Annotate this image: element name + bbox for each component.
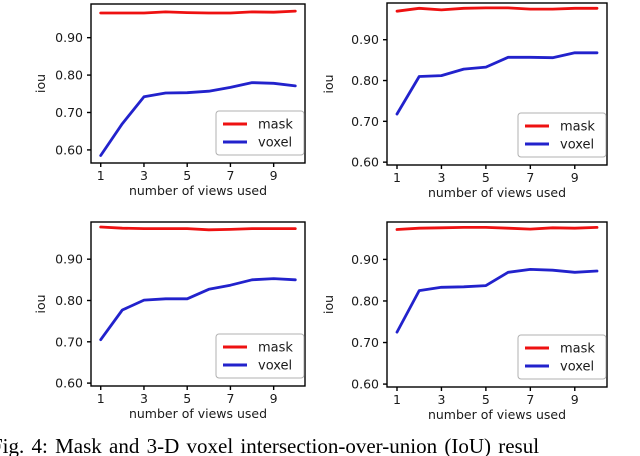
y-axis-label: iou bbox=[33, 294, 48, 313]
mask-line bbox=[99, 9, 297, 15]
legend-label-mask: mask bbox=[258, 341, 293, 356]
x-tick-label: 1 bbox=[393, 170, 401, 185]
y-tick-label: 0.80 bbox=[55, 293, 83, 308]
legend-box bbox=[215, 333, 305, 379]
chart-canvas-bottom-left: 0.60 0.70 0.80 0.90 1 3 5 7 9 iou number of views … bbox=[33, 221, 306, 421]
y-tick-label: 0.90 bbox=[55, 252, 83, 267]
mask-line bbox=[395, 6, 599, 13]
x-tick-label: 1 bbox=[393, 392, 401, 407]
y-axis-label: iou bbox=[321, 295, 336, 314]
axes-frame bbox=[90, 3, 306, 164]
legend: mask voxel bbox=[517, 334, 607, 380]
y-tick-label: 0.70 bbox=[55, 105, 83, 120]
voxel-line bbox=[99, 277, 297, 342]
x-tick-label: 9 bbox=[270, 391, 278, 406]
legend-label-voxel: voxel bbox=[560, 360, 594, 375]
subplot-bottom-right: 0.60 0.70 0.80 0.90 1 3 5 7 9 iou number of views … bbox=[320, 210, 640, 425]
legend: mask voxel bbox=[517, 112, 607, 158]
x-tick-label: 5 bbox=[482, 170, 490, 185]
legend-box bbox=[517, 112, 607, 158]
figure-caption: Fig. 4: Mask and 3-D voxel intersection-… bbox=[0, 434, 540, 456]
chart-canvas-bottom-right: 0.60 0.70 0.80 0.90 1 3 5 7 9 iou number of views … bbox=[321, 221, 608, 422]
y-tick-label: 0.80 bbox=[351, 73, 379, 88]
x-tick-label: 9 bbox=[270, 168, 278, 183]
legend: mask voxel bbox=[215, 110, 305, 156]
x-tick-label: 3 bbox=[437, 392, 445, 407]
legend-label-voxel: voxel bbox=[258, 359, 292, 374]
y-tick-label: 0.70 bbox=[55, 334, 83, 349]
subplot-bottom-left: 0.60 0.70 0.80 0.90 1 3 5 7 9 iou number of views … bbox=[0, 210, 320, 425]
x-tick-label: 7 bbox=[526, 392, 534, 407]
axes-frame bbox=[386, 2, 608, 166]
y-tick-label: 0.80 bbox=[55, 68, 83, 83]
y-axis-label: iou bbox=[33, 74, 48, 93]
x-tick-label: 7 bbox=[226, 168, 234, 183]
y-tick-label: 0.90 bbox=[351, 32, 379, 47]
x-tick-label: 9 bbox=[571, 392, 579, 407]
x-tick-label: 3 bbox=[140, 391, 148, 406]
legend-label-mask: mask bbox=[560, 342, 595, 357]
y-tick-label: 0.90 bbox=[55, 30, 83, 45]
mask-line bbox=[99, 225, 297, 232]
y-tick-label: 0.60 bbox=[351, 155, 379, 170]
legend-label-mask: mask bbox=[258, 118, 293, 133]
legend: mask voxel bbox=[215, 333, 305, 379]
y-tick-label: 0.90 bbox=[351, 252, 379, 267]
mask-line bbox=[395, 225, 599, 231]
x-axis-label: number of views used bbox=[428, 185, 566, 200]
x-tick-label: 3 bbox=[437, 170, 445, 185]
x-tick-label: 5 bbox=[183, 391, 191, 406]
x-tick-label: 9 bbox=[571, 170, 579, 185]
y-tick-label: 0.60 bbox=[351, 377, 379, 392]
y-tick-label: 0.60 bbox=[55, 376, 83, 391]
y-tick-label: 0.60 bbox=[55, 142, 83, 157]
y-tick-label: 0.80 bbox=[351, 293, 379, 308]
legend-box bbox=[517, 334, 607, 380]
x-tick-label: 1 bbox=[97, 168, 105, 183]
subplot-top-left: 0.60 0.70 0.80 0.90 1 3 5 7 9 iou number of views … bbox=[0, 0, 320, 210]
x-tick-label: 5 bbox=[183, 168, 191, 183]
legend-box bbox=[215, 110, 305, 156]
x-tick-label: 7 bbox=[226, 391, 234, 406]
x-axis-label: number of views used bbox=[129, 183, 267, 198]
y-tick-label: 0.70 bbox=[351, 114, 379, 129]
legend-label-voxel: voxel bbox=[258, 136, 292, 151]
legend-label-mask: mask bbox=[560, 120, 595, 135]
y-tick-label: 0.70 bbox=[351, 335, 379, 350]
voxel-line bbox=[395, 268, 599, 334]
x-tick-label: 3 bbox=[140, 168, 148, 183]
voxel-line bbox=[395, 51, 599, 116]
x-tick-label: 1 bbox=[97, 391, 105, 406]
chart-canvas-top-right: 0.60 0.70 0.80 0.90 1 3 5 7 9 iou number of views … bbox=[321, 2, 608, 200]
legend-label-voxel: voxel bbox=[560, 138, 594, 153]
x-axis-label: number of views used bbox=[129, 406, 267, 421]
axes-frame bbox=[90, 221, 306, 387]
subplot-top-right: 0.60 0.70 0.80 0.90 1 3 5 7 9 iou number of views … bbox=[320, 0, 640, 210]
voxel-line bbox=[99, 81, 297, 157]
y-axis-label: iou bbox=[321, 74, 336, 93]
x-tick-label: 5 bbox=[482, 392, 490, 407]
axes-frame bbox=[386, 221, 608, 388]
x-tick-label: 7 bbox=[526, 170, 534, 185]
chart-canvas-top-left: 0.60 0.70 0.80 0.90 1 3 5 7 9 iou number of views … bbox=[33, 3, 306, 198]
x-axis-label: number of views used bbox=[428, 407, 566, 422]
